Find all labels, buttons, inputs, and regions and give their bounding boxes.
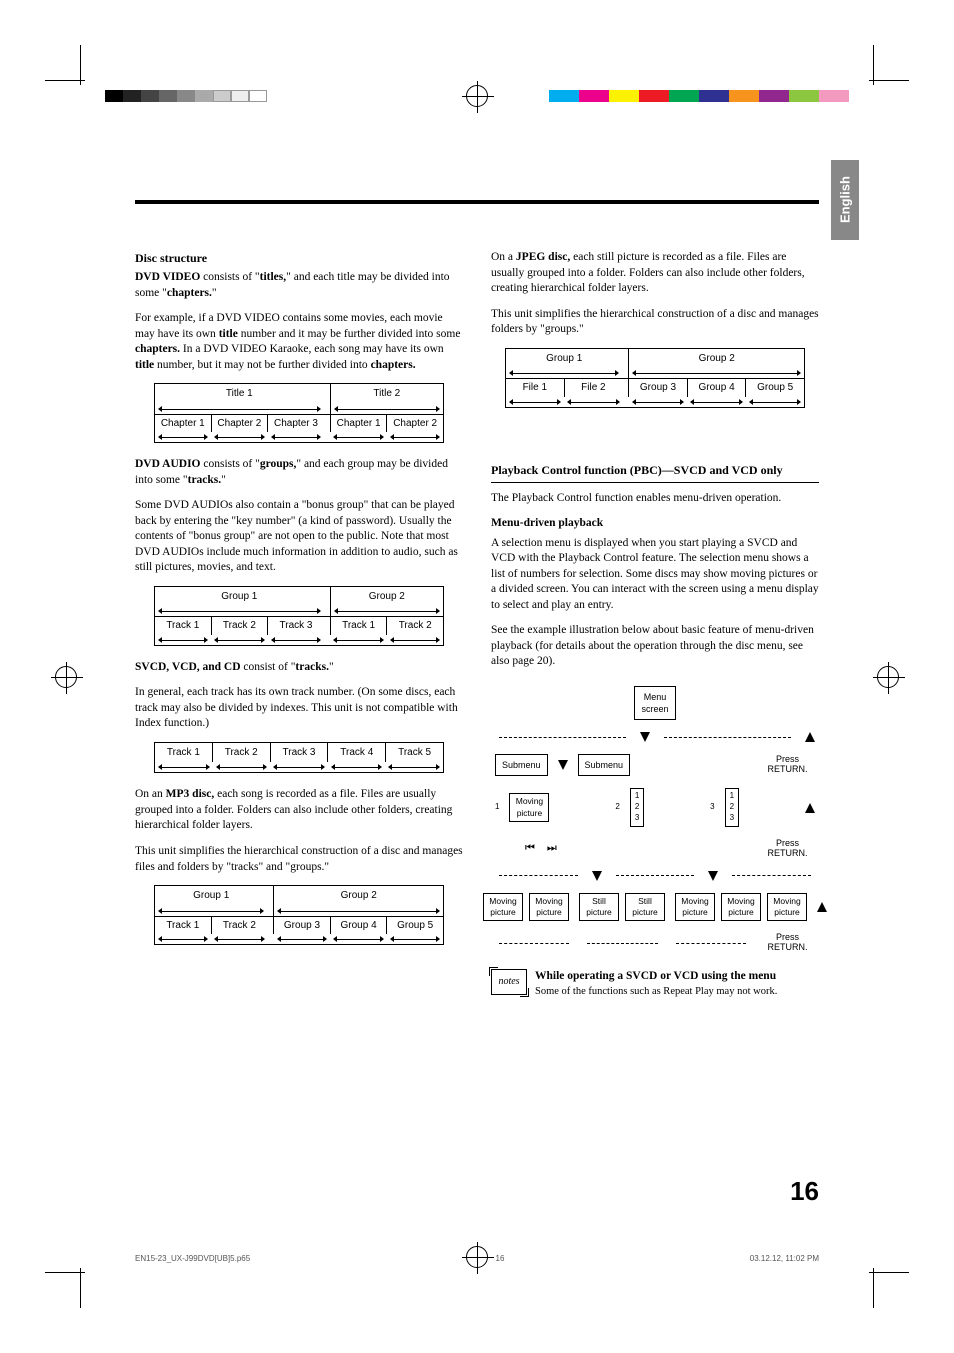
crop-mark [873,1268,874,1308]
right-column: On a JPEG disc, each still picture is re… [491,250,819,999]
skip-back-icon: ⏮ [525,841,537,856]
body-text: A selection menu is displayed when you s… [491,536,819,614]
dvd-audio-diagram: Group 1 Group 2 Track 1 Track 2 Track 3 … [154,586,444,646]
body-text: The Playback Control function enables me… [491,491,819,507]
crop-mark [869,1272,909,1273]
cd-tracks-diagram: Track 1Track 2Track 3Track 4Track 5 [154,742,444,774]
page-number: 16 [790,1176,819,1207]
body-text: On an MP3 disc, each song is recorded as… [135,787,463,834]
crop-mark [869,80,909,81]
disc-structure-heading: Disc structure [135,250,463,266]
crop-mark [873,45,874,85]
body-text: Some DVD AUDIOs also contain a "bonus gr… [135,498,463,576]
pbc-heading: Playback Control function (PBC)—SVCD and… [491,462,819,478]
body-text: SVCD, VCD, and CD consist of "tracks." [135,660,463,676]
crop-mark [45,80,85,81]
jpeg-diagram: Group 1 Group 2 File 1 File 2 Group 3 Gr… [505,348,805,408]
note-heading: While operating a SVCD or VCD using the … [535,969,777,985]
header-rule [135,200,819,204]
crop-mark [80,45,81,85]
pbc-flow-diagram: Menu screen Submenu Submenu Press RETURN… [495,680,815,959]
crop-mark [80,1268,81,1308]
registration-colorbar [549,90,849,102]
dvd-video-diagram: Title 1 Title 2 Chapter 1 Chapter 2 Chap… [154,383,444,443]
notes-icon: notes [491,969,527,995]
body-text: DVD AUDIO consists of "groups," and each… [135,457,463,488]
registration-grayscale [105,90,267,102]
body-text: For example, if a DVD VIDEO contains som… [135,311,463,373]
footer-page: 16 [496,1254,505,1263]
menu-driven-heading: Menu-driven playback [491,516,819,532]
body-text: DVD VIDEO consists of "titles," and each… [135,270,463,301]
language-tab: English [831,160,859,240]
left-column: Disc structure DVD VIDEO consists of "ti… [135,250,463,999]
registration-target-icon [55,666,77,688]
notes-block: notes While operating a SVCD or VCD usin… [491,969,819,999]
body-text: On a JPEG disc, each still picture is re… [491,250,819,297]
note-body: Some of the functions such as Repeat Pla… [535,985,777,999]
body-text: This unit simplifies the hierarchical co… [135,844,463,875]
registration-target-icon [877,666,899,688]
registration-target-icon [466,85,488,107]
footer: EN15-23_UX-J99DVD[UB]5.p65 16 03.12.12, … [135,1254,819,1263]
mp3-diagram: Group 1 Group 2 Track 1 Track 2 Group 3 … [154,885,444,945]
body-text: This unit simplifies the hierarchical co… [491,307,819,338]
footer-filename: EN15-23_UX-J99DVD[UB]5.p65 [135,1254,250,1263]
body-text: See the example illustration below about… [491,623,819,670]
body-text: In general, each track has its own track… [135,685,463,732]
skip-forward-icon: ⏭ [547,841,559,856]
crop-mark [45,1272,85,1273]
footer-timestamp: 03.12.12, 11:02 PM [750,1254,819,1263]
